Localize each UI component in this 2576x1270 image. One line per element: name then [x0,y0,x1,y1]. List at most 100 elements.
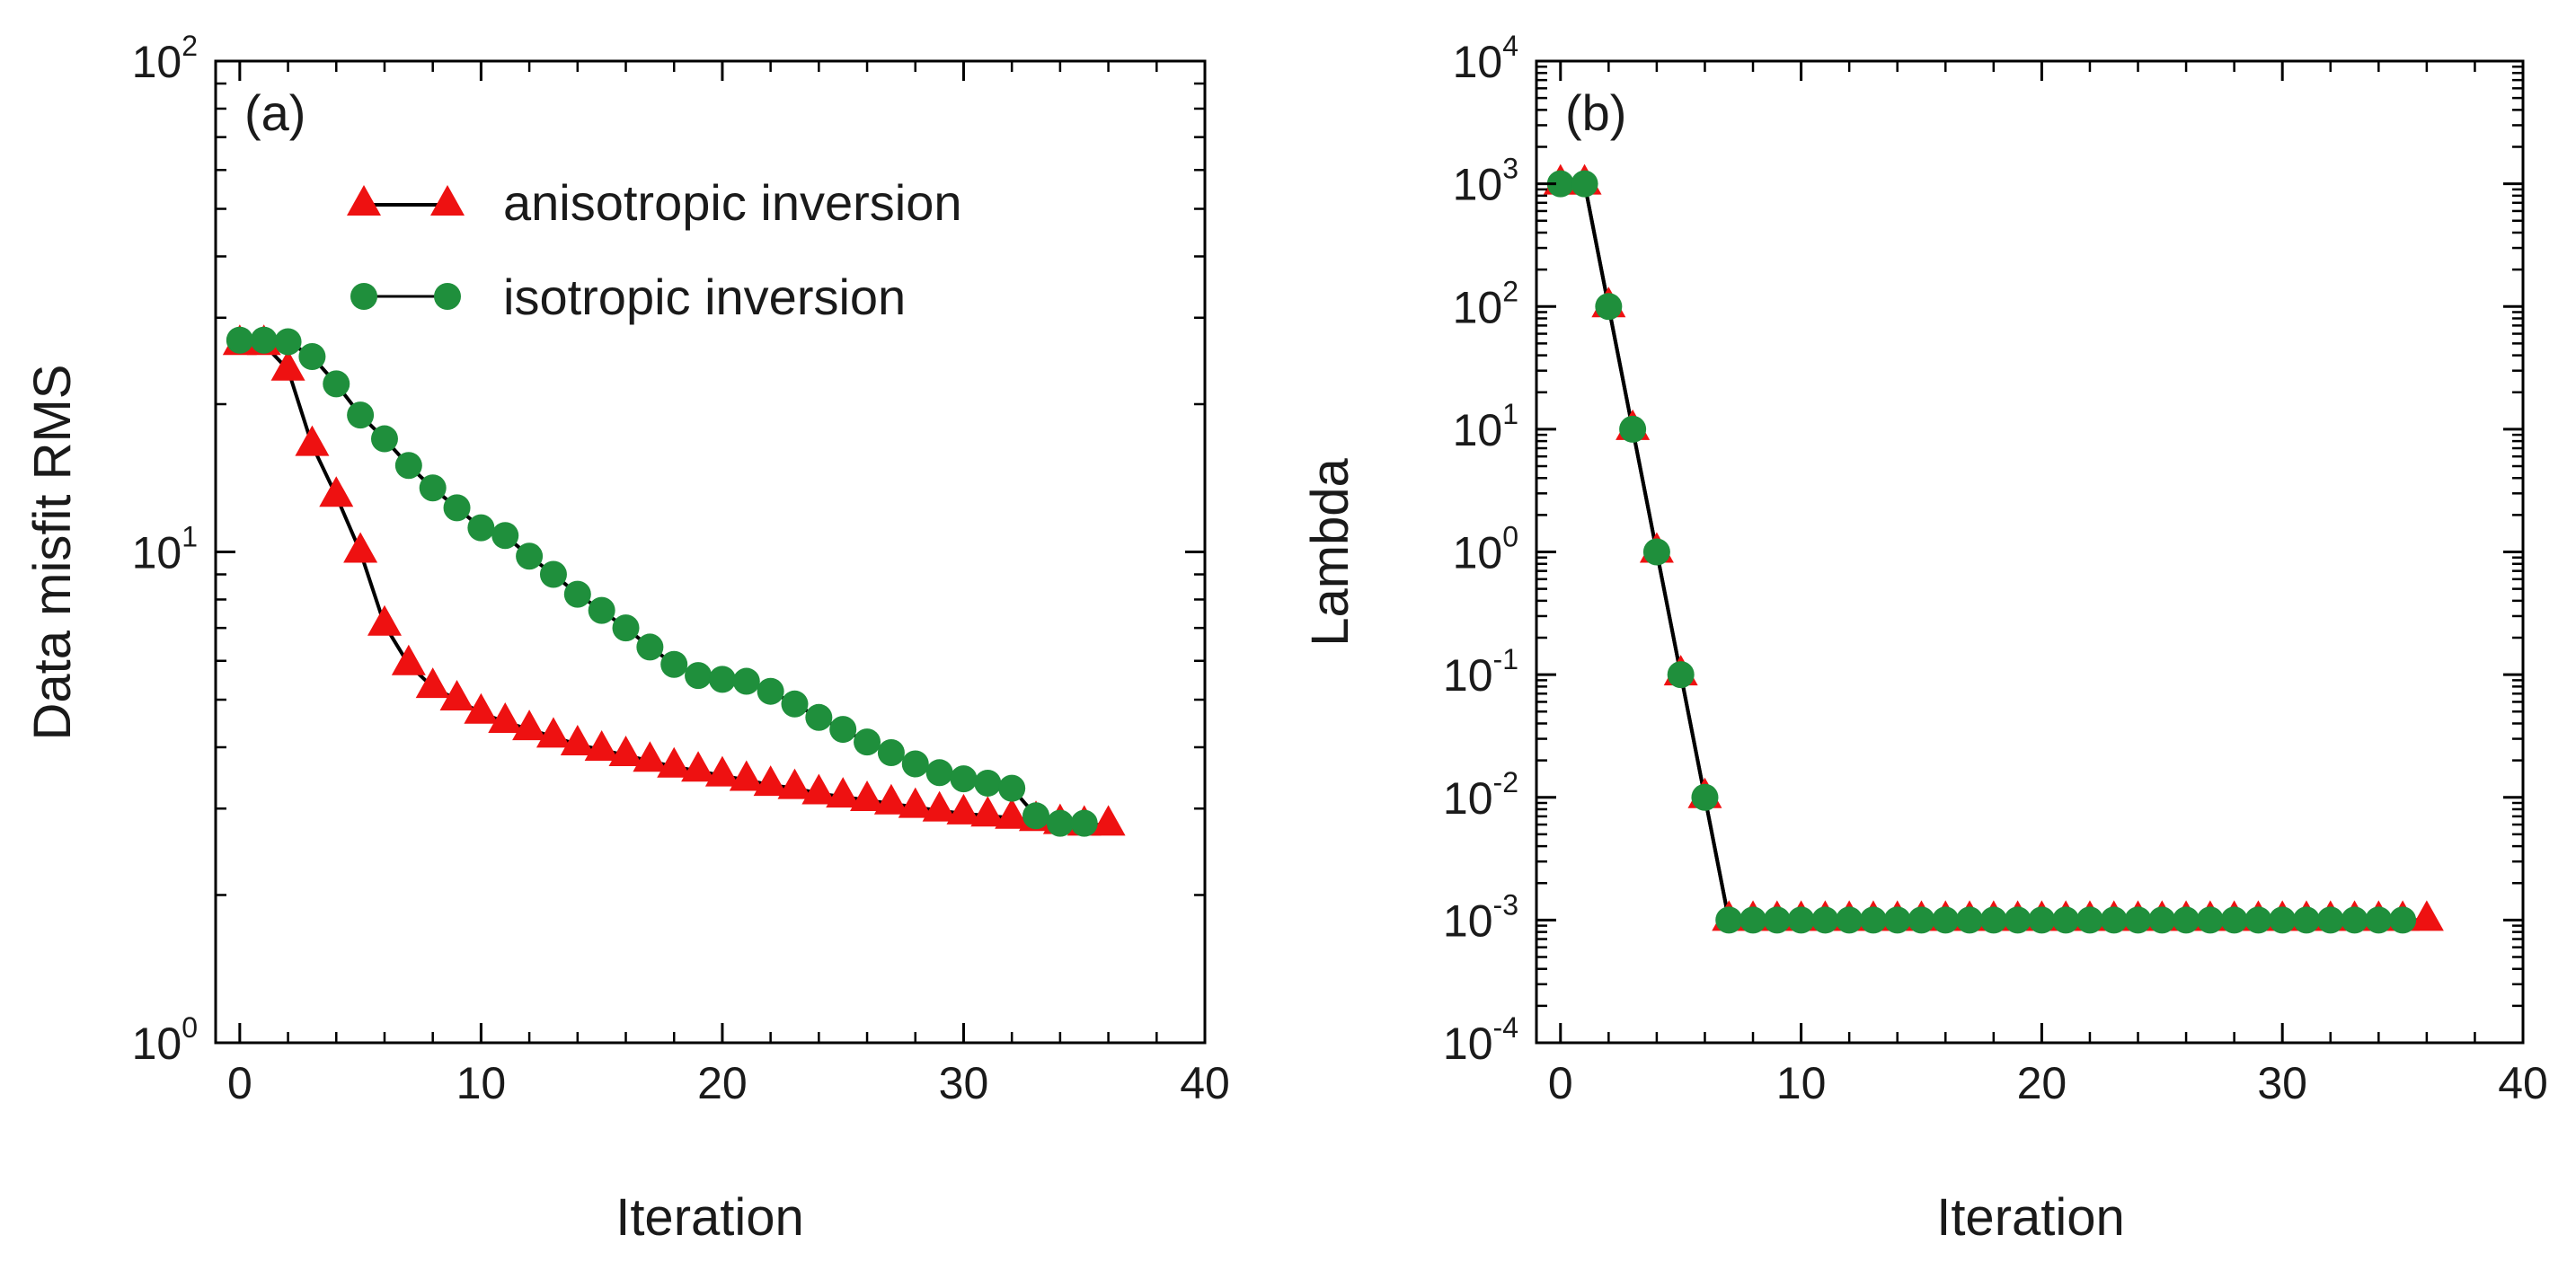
panel-a-anisotropic-point [295,425,330,456]
panel-b-isotropic-point [1932,906,1960,934]
panel-a-isotropic-point [443,494,471,522]
panel-b-isotropic-point [1642,538,1670,566]
panel-b-series-markers [1543,163,2444,934]
panel-a-anisotropic-point [729,760,764,791]
legend-marker-isotropic-left [350,283,377,310]
panel-b-isotropic-point [1787,906,1815,934]
legend-item-isotropic: isotropic inversion [350,269,906,325]
panel-a-isotropic-point [323,370,350,398]
legend-marker-anisotropic-left [347,185,381,216]
panel-b-x-tick-label: 20 [2017,1058,2067,1108]
panel-b-isotropic-point [2341,906,2368,934]
panel-b-isotropic-point [2028,906,2056,934]
panel-b-isotropic-point [1546,170,1574,198]
panel-a-isotropic-point [660,650,688,678]
panel-b-y-tick-label: 104 [1453,30,1518,87]
panel-a-isotropic-point [901,750,929,778]
panel-a-isotropic-point [394,452,422,480]
panel-a-anisotropic-point [850,780,885,811]
panel-b-isotropic-point [2173,906,2200,934]
panel-a-isotropic-point [1070,809,1098,837]
panel-b-isotropic-point [1763,906,1791,934]
panel-b-y-tick-label: 101 [1453,398,1518,455]
panel-a-isotropic-point [1046,809,1074,837]
panel-b-isotropic-point [2220,906,2248,934]
panel-b-isotropic-point [2004,906,2032,934]
panel-a-legend: anisotropic inversion isotropic inversio… [347,174,961,325]
panel-a-isotropic-point [298,343,326,371]
panel-b-x-tick-label: 10 [1776,1058,1827,1108]
panel-a-anisotropic-point [801,773,837,805]
panel-b-x-tick-label: 30 [2257,1058,2307,1108]
panel-a-isotropic-point [974,769,1002,797]
panel-a-y-axis-title: Data misfit RMS [23,365,82,741]
panel-b-y-tick-label: 102 [1453,275,1518,332]
panel-a-x-tick-label: 10 [456,1058,507,1108]
panel-a-y-tick-label: 101 [132,521,198,578]
panel-b-series [1543,163,2444,934]
panel-a-isotropic-point [250,326,278,354]
panel-a-y-tick-label: 102 [132,30,198,87]
panel-a-anisotropic-point [777,768,812,799]
panel-a-isotropic-point [1022,802,1050,830]
panel-b-isotropic-point [1883,906,1911,934]
panel-b-isotropic-point [1908,906,1935,934]
panel-a-isotropic-point [781,690,809,718]
panel-b-isotropic-point [2196,906,2224,934]
panel-b: 10-4 10-3 10-2 10-1 100 101 102 103 104 0 10 20 30 4… [1301,30,2548,1247]
panel-a-anisotropic-point [439,680,474,711]
panel-a-isotropic-point [370,425,398,453]
panel-a-anisotropic-point [367,604,402,636]
panel-a-isotropic-point [491,522,519,550]
panel-a-anisotropic-point [922,790,957,822]
panel-b-series-lines [1560,181,2427,922]
panel-a-anisotropic-point [1091,805,1126,836]
panel-b-isotropic-point [2052,906,2080,934]
panel-b-y-tick-label: 100 [1453,521,1518,578]
panel-a-isotropic-point [419,474,447,502]
panel-b-y-axis-title: Lambda [1301,457,1359,646]
panel-a-x-tick-label: 20 [697,1058,748,1108]
panel-b-y-axis: 10-4 10-3 10-2 10-1 100 101 102 103 104 [1443,30,2523,1069]
panel-a-anisotropic-point [681,751,716,782]
panel-b-isotropic-point [2365,906,2393,934]
panel-b-isotropic-point [2244,906,2272,934]
panel-a-anisotropic-point [536,717,571,748]
panel-a-isotropic-point [539,560,567,588]
panel-a-isotropic-point [805,703,833,731]
legend-label-anisotropic: anisotropic inversion [503,174,961,231]
panel-b-y-tick-label: 103 [1453,153,1518,210]
panel-a-anisotropic-point [995,798,1030,829]
panel-a-isotropic-point [588,596,615,624]
panel-b-x-axis: 0 10 20 30 40 [1548,61,2548,1108]
panel-b-anisotropic-line [1560,181,2427,922]
legend-label-isotropic: isotropic inversion [503,269,906,325]
panel-a-isotropic-point [708,666,736,693]
panel-b-isotropic-point [2389,906,2417,934]
panel-b-isotropic-point [2076,906,2103,934]
panel-a-isotropic-point [757,677,784,705]
panel-a-series-markers [222,324,1126,837]
panel-b-label: (b) [1565,84,1626,141]
panel-b-anisotropic-point [2409,900,2444,931]
panel-a-anisotropic-point [512,710,547,741]
panel-b-isotropic-point [1715,906,1743,934]
panel-b-isotropic-point [2292,906,2320,934]
panel-b-y-tick-label: 10-4 [1443,1011,1518,1069]
panel-a-anisotropic-point [753,765,788,797]
panel-b-isotropic-point [1811,906,1839,934]
panel-a-isotropic-point [854,728,881,756]
panel-a-isotropic-point [950,765,978,793]
panel-a-isotropic-point [732,667,760,695]
panel-a-anisotropic-point [657,746,692,778]
panel-a-anisotropic-point [391,644,426,675]
panel-a-isotropic-point [925,759,953,787]
panel-a-isotropic-point [636,633,664,661]
legend-marker-anisotropic-right [430,185,465,216]
panel-a-isotropic-point [516,542,544,570]
panel-a-isotropic-point [998,774,1026,802]
panel-b-x-tick-label: 40 [2498,1058,2548,1108]
panel-a-anisotropic-point [584,729,619,761]
panel-b-x-tick-label: 0 [1548,1058,1573,1108]
